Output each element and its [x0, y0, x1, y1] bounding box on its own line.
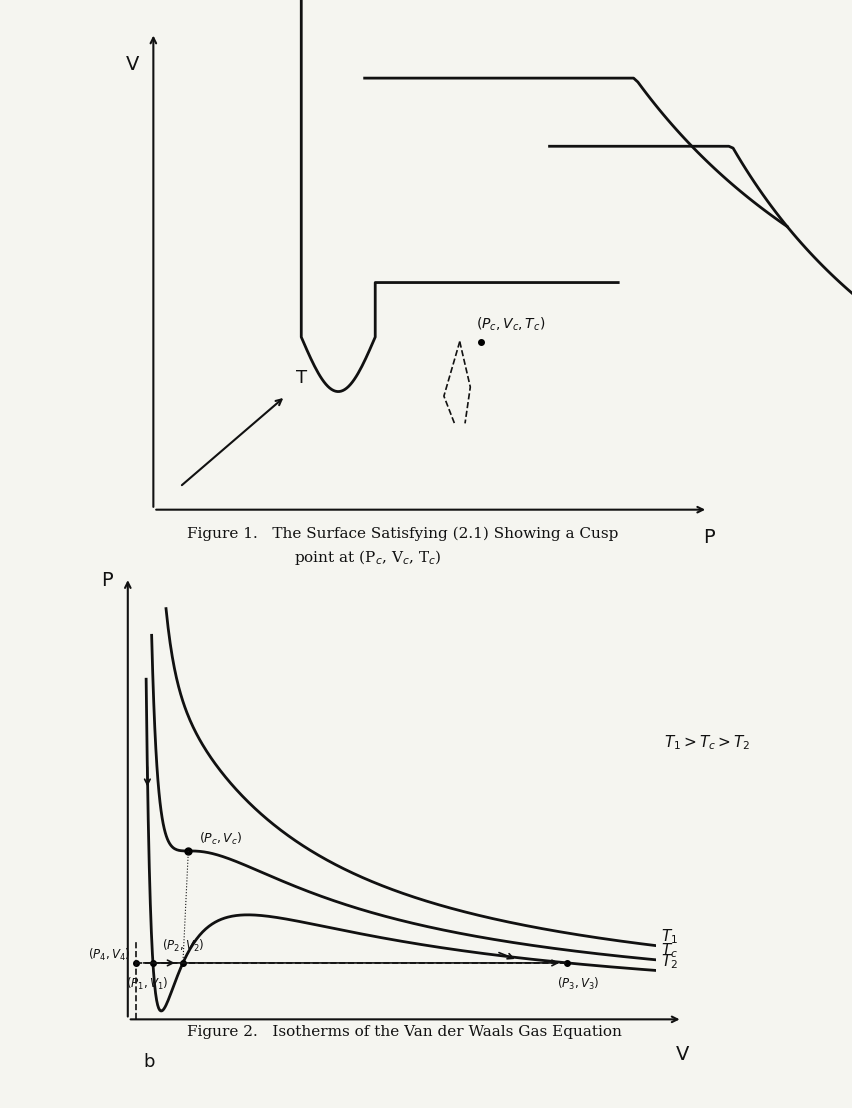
Text: P: P	[703, 527, 714, 547]
Text: $T_1$: $T_1$	[661, 927, 678, 946]
Text: $T_1 > T_c > T_2$: $T_1 > T_c > T_2$	[664, 733, 751, 751]
Text: $(P_1, V_1)$: $(P_1, V_1)$	[126, 976, 169, 993]
Text: Figure 1.   The Surface Satisfying (2.1) Showing a Cusp: Figure 1. The Surface Satisfying (2.1) S…	[187, 526, 619, 541]
Text: V: V	[676, 1045, 689, 1064]
Text: $(P_c, V_c)$: $(P_c, V_c)$	[199, 831, 243, 847]
Text: $(P_3, V_3)$: $(P_3, V_3)$	[556, 976, 599, 993]
Text: $T_c$: $T_c$	[661, 942, 678, 961]
Text: T: T	[296, 369, 307, 387]
Text: $(P_4, V_4)$: $(P_4, V_4)$	[88, 946, 130, 963]
Text: point at (P$_c$, V$_c$, T$_c$): point at (P$_c$, V$_c$, T$_c$)	[294, 548, 441, 567]
Text: P: P	[101, 571, 112, 589]
Text: V: V	[125, 55, 139, 74]
Text: $T_2$: $T_2$	[661, 952, 678, 971]
Text: $(P_2, V_2)$: $(P_2, V_2)$	[162, 938, 204, 954]
Text: $(P_c, V_c, T_c)$: $(P_c, V_c, T_c)$	[475, 315, 545, 332]
Text: Figure 2.   Isotherms of the Van der Waals Gas Equation: Figure 2. Isotherms of the Van der Waals…	[187, 1025, 622, 1039]
Text: b: b	[143, 1053, 155, 1071]
